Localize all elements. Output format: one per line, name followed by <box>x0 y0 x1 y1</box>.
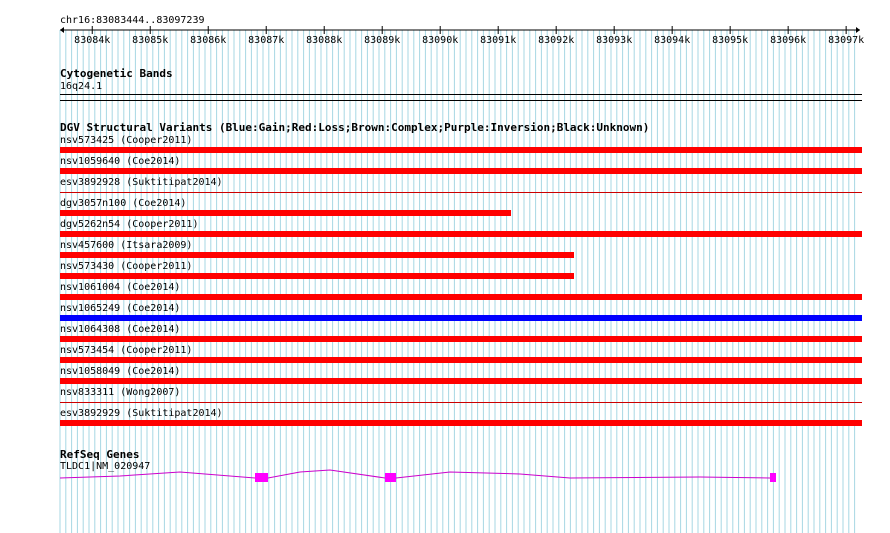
ruler-left-arrow-icon <box>60 27 64 33</box>
gene-exon-3 <box>770 473 776 482</box>
dgv-variant-label[interactable]: nsv1061004 (Coe2014) <box>60 282 181 293</box>
gene-label[interactable]: TLDC1|NM_020947 <box>60 461 151 472</box>
ruler-right-arrow-icon <box>856 27 860 33</box>
dgv-variant-bar-loss[interactable] <box>60 294 862 300</box>
dgv-variant-bar-loss[interactable] <box>60 273 575 279</box>
dgv-variant-bar-loss[interactable] <box>60 357 862 363</box>
ruler-tick-label: 83088k <box>306 35 343 46</box>
ruler-tick-label: 83085k <box>132 35 169 46</box>
dgv-variant-label[interactable]: nsv833311 (Wong2007) <box>60 387 181 398</box>
dgv-variant-bar-loss[interactable] <box>60 168 862 174</box>
dgv-variant-label[interactable]: nsv1058049 (Coe2014) <box>60 366 181 377</box>
coordinate-range-label: chr16:83083444..83097239 <box>60 15 205 26</box>
dgv-variant-label[interactable]: nsv573454 (Cooper2011) <box>60 345 193 356</box>
gene-exon-1 <box>255 473 268 482</box>
ruler-tick-label: 83091k <box>480 35 517 46</box>
cytoband-line-bottom <box>60 100 862 101</box>
dgv-variant-label[interactable]: nsv1064308 (Coe2014) <box>60 324 181 335</box>
ruler-tick-label: 83090k <box>422 35 459 46</box>
dgv-variant-bar-loss[interactable] <box>60 252 575 258</box>
refseq-track-title: RefSeq Genes <box>60 448 140 461</box>
dgv-variant-label[interactable]: nsv1059640 (Coe2014) <box>60 156 181 167</box>
dgv-variant-label[interactable]: esv3892929 (Suktitipat2014) <box>60 408 223 419</box>
cytoband-label: 16q24.1 <box>60 81 103 92</box>
dgv-variant-label[interactable]: nsv1065249 (Coe2014) <box>60 303 181 314</box>
cytoband-line-top <box>60 94 862 95</box>
dgv-variant-bar-loss[interactable] <box>60 420 862 426</box>
ruler-tick-label: 83089k <box>364 35 401 46</box>
dgv-variant-label[interactable]: nsv573430 (Cooper2011) <box>60 261 193 272</box>
ruler-tick-label: 83094k <box>654 35 691 46</box>
dgv-row-divider <box>60 402 862 403</box>
ruler-tick-label: 83084k <box>74 35 111 46</box>
cytoband-track-title: Cytogenetic Bands <box>60 67 173 80</box>
ruler-tick-label: 83087k <box>248 35 285 46</box>
dgv-variant-label[interactable]: dgv5262n54 (Cooper2011) <box>60 219 199 230</box>
dgv-variant-label[interactable]: nsv573425 (Cooper2011) <box>60 135 193 146</box>
ruler-tick-label: 83093k <box>596 35 633 46</box>
ruler-tick-label: 83097k <box>828 35 865 46</box>
dgv-variant-bar-loss[interactable] <box>60 147 862 153</box>
dgv-variant-bar-loss[interactable] <box>60 336 862 342</box>
ruler[interactable] <box>0 24 890 44</box>
dgv-variant-bar-gain[interactable] <box>60 315 862 321</box>
ruler-tick-label: 83096k <box>770 35 807 46</box>
dgv-row-divider <box>60 192 862 193</box>
dgv-variant-bar-loss[interactable] <box>60 378 862 384</box>
ruler-tick-label: 83095k <box>712 35 749 46</box>
ruler-tick-label: 83092k <box>538 35 575 46</box>
gene-intron-line <box>59 469 771 479</box>
dgv-variant-label[interactable]: dgv3057n100 (Coe2014) <box>60 198 187 209</box>
ruler-tick-label: 83086k <box>190 35 227 46</box>
gene-model-tlDC1[interactable] <box>0 468 890 488</box>
dgv-variant-label[interactable]: esv3892928 (Suktitipat2014) <box>60 177 223 188</box>
dgv-variant-bar-loss[interactable] <box>60 231 862 237</box>
dgv-variant-label[interactable]: nsv457600 (Itsara2009) <box>60 240 193 251</box>
dgv-track-title: DGV Structural Variants (Blue:Gain;Red:L… <box>60 121 650 134</box>
dgv-variant-bar-loss[interactable] <box>60 210 511 216</box>
gene-exon-2 <box>385 473 396 482</box>
